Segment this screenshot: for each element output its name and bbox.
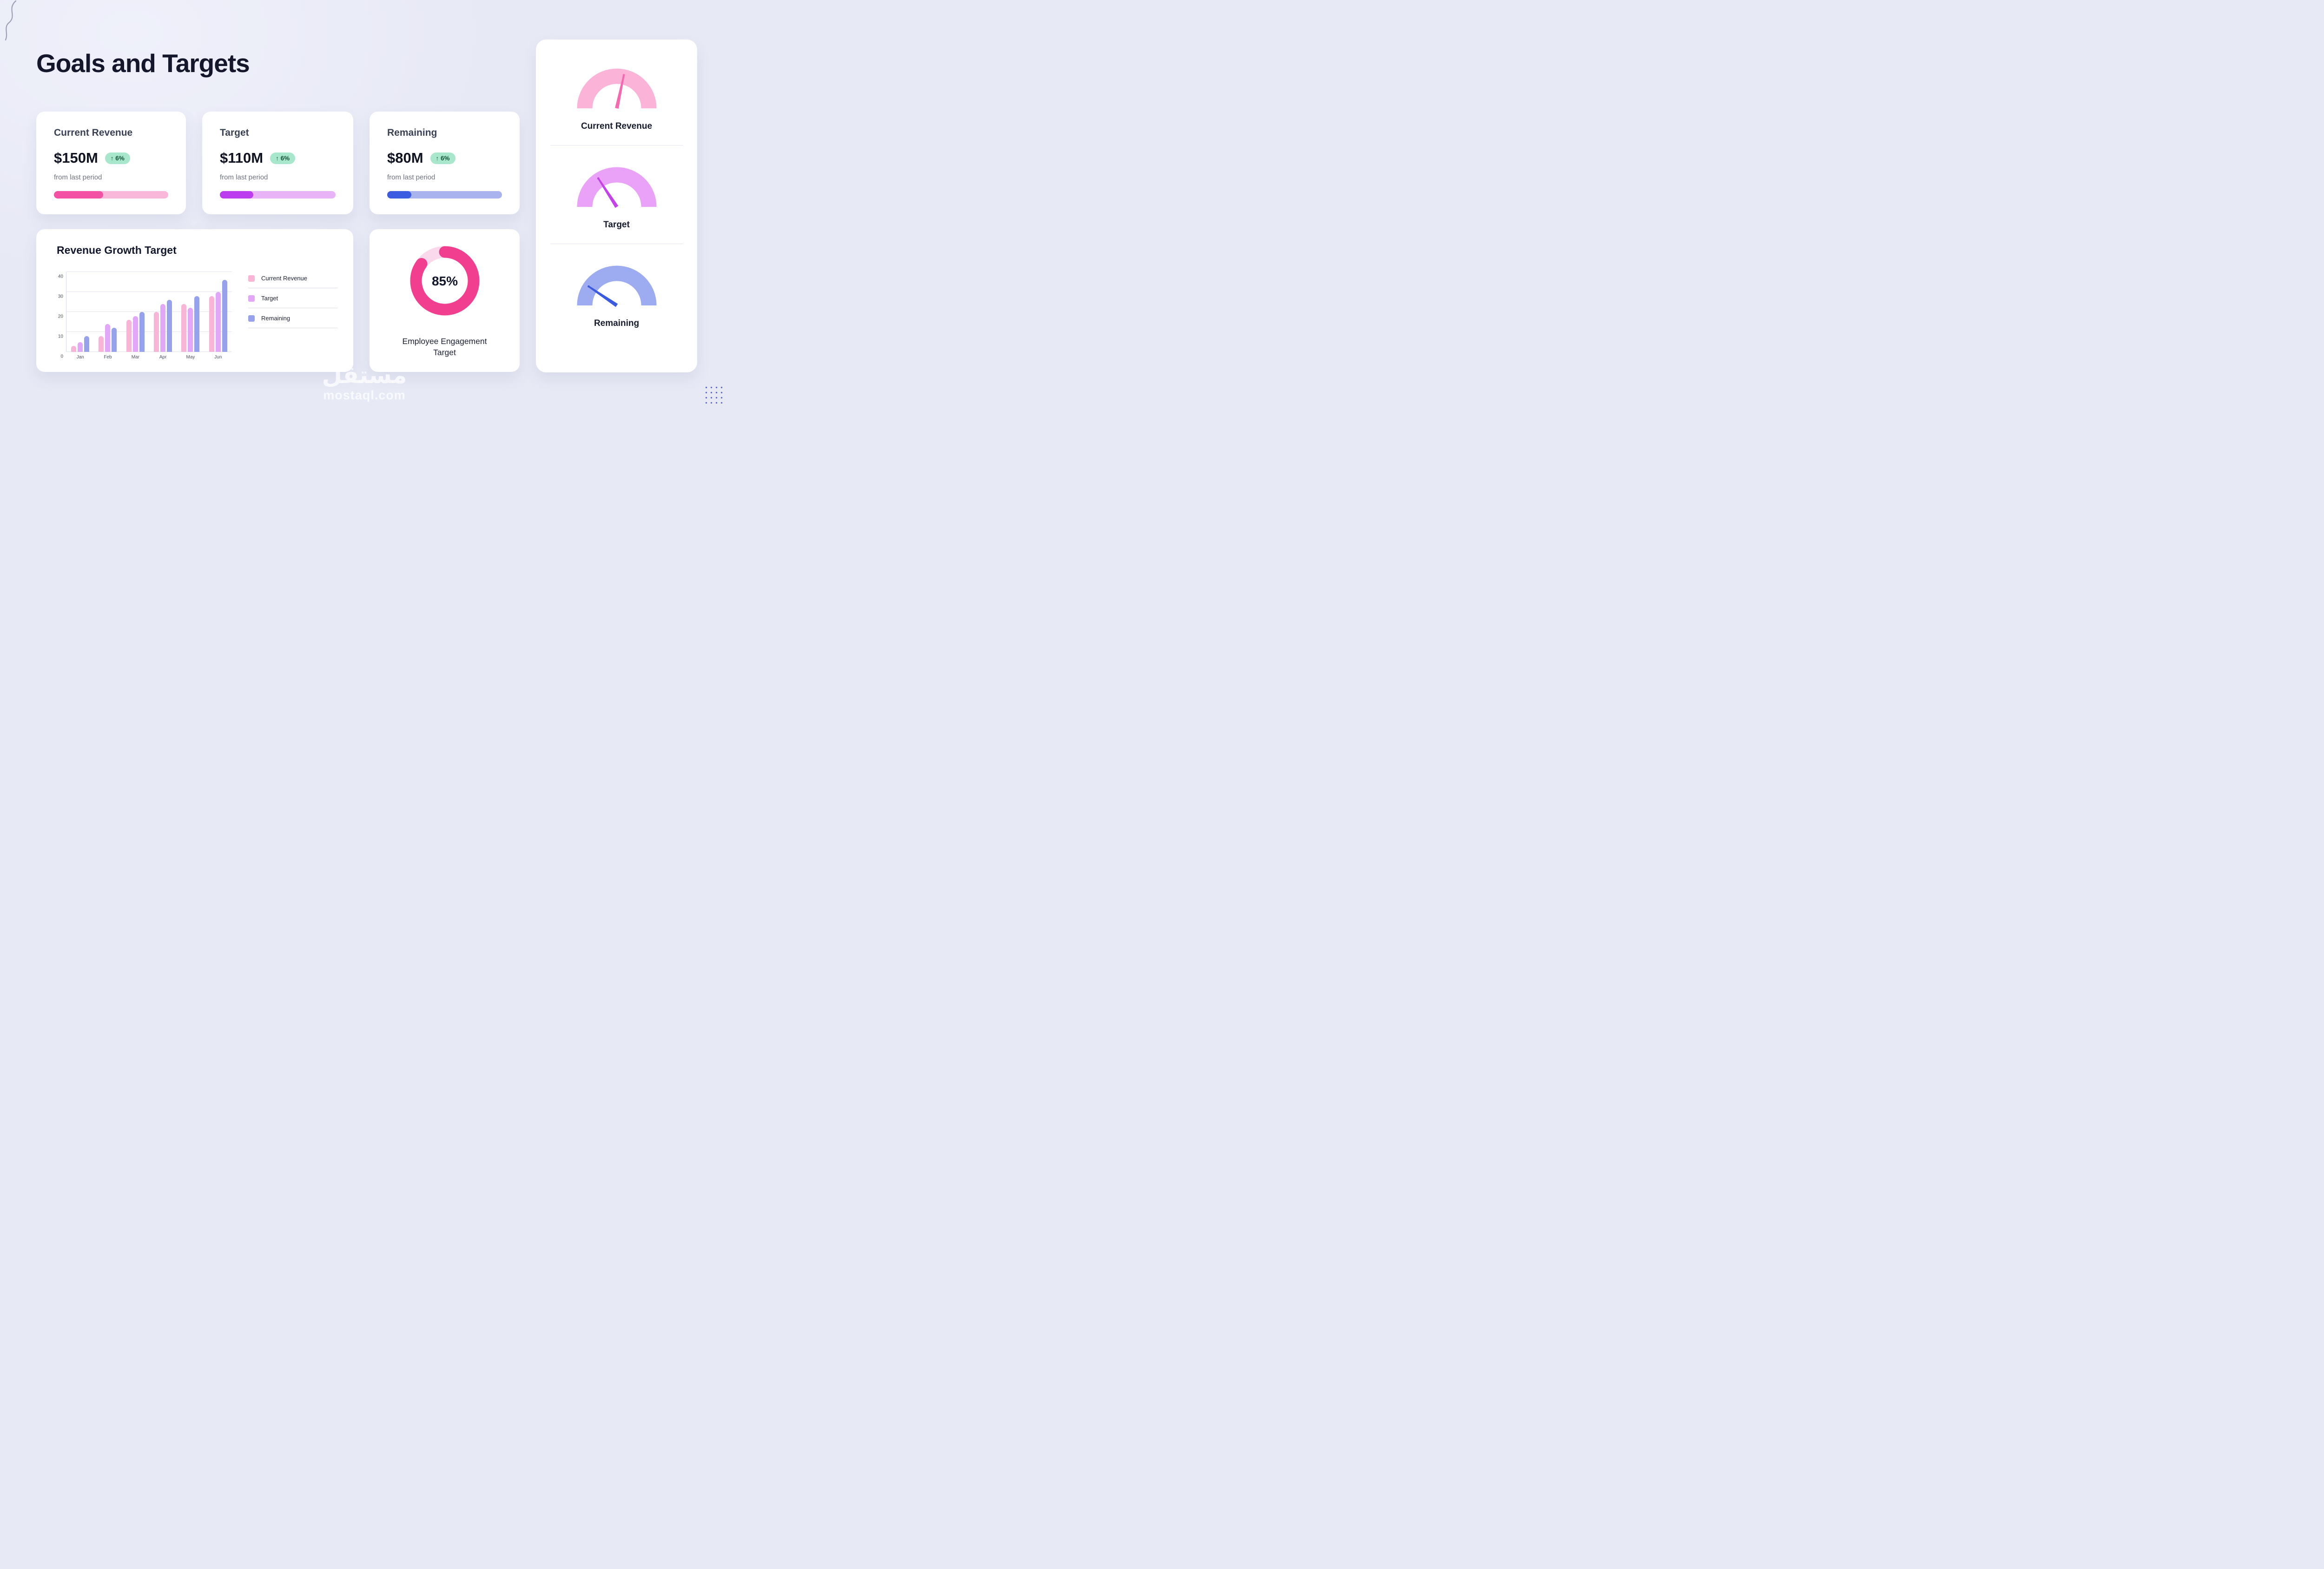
- kpi-value: $80M: [387, 150, 423, 166]
- bar-group: May: [177, 272, 204, 360]
- legend-item: Remaining: [248, 315, 337, 328]
- bar: [132, 316, 138, 352]
- gridline: 10: [58, 331, 232, 339]
- kpi-card-remaining: Remaining $80M ↑ 6% from last period: [370, 112, 520, 214]
- bar: [71, 346, 77, 352]
- kpi-title: Target: [220, 127, 249, 138]
- bar: [222, 280, 227, 352]
- progress-bar-fill: [220, 191, 254, 199]
- gauges-panel: Current Revenue Target Remaining: [536, 40, 697, 372]
- bar-group: Feb: [94, 272, 121, 360]
- kpi-change-badge: ↑ 6%: [105, 152, 130, 164]
- bar: [194, 296, 200, 352]
- progress-bar-track: [54, 191, 168, 199]
- chart-title: Revenue Growth Target: [57, 244, 177, 256]
- x-axis-label: Apr: [159, 355, 167, 360]
- y-axis-tick: 20: [58, 314, 63, 319]
- bar: [139, 312, 145, 352]
- bar: [167, 300, 172, 352]
- chart-legend: Current Revenue Target Remaining: [248, 275, 337, 335]
- bar: [215, 292, 221, 352]
- legend-item: Current Revenue: [248, 275, 337, 288]
- bar: [105, 324, 111, 352]
- legend-swatch: [248, 295, 255, 302]
- gauge-target: [577, 167, 656, 208]
- donut-chart: 85%: [410, 246, 479, 316]
- kpi-title: Current Revenue: [54, 127, 133, 138]
- bar-group: Apr: [149, 272, 177, 360]
- legend-label: Remaining: [261, 315, 290, 322]
- bar: [209, 296, 214, 352]
- dots-decoration: [704, 385, 725, 407]
- bar: [160, 304, 166, 352]
- gridline: 20: [58, 311, 232, 319]
- dashboard: Goals and Targets Current Revenue $150M …: [0, 0, 729, 410]
- squiggle-decoration: [5, 0, 17, 41]
- progress-bar-fill: [54, 191, 103, 199]
- progress-bar-track: [387, 191, 502, 199]
- bar-chart-plot: 0 10 20 30 40 Jan Feb Mar Apr May Jun: [58, 271, 232, 360]
- legend-swatch: [248, 275, 255, 282]
- bar: [126, 320, 132, 352]
- x-axis-label: Jan: [76, 355, 84, 360]
- bar: [99, 336, 104, 352]
- bar-group: Jun: [205, 272, 232, 360]
- kpi-subtitle: from last period: [220, 173, 268, 181]
- revenue-growth-chart-card: Revenue Growth Target 0 10 20 30 40 Jan Feb Mar…: [36, 229, 353, 372]
- kpi-title: Remaining: [387, 127, 437, 138]
- progress-bar-fill: [387, 191, 411, 199]
- bar: [78, 342, 83, 352]
- watermark-domain: mostaql.com: [323, 388, 406, 402]
- bar-group: Jan: [66, 272, 94, 360]
- gauge-label: Target: [603, 220, 630, 230]
- page-title: Goals and Targets: [36, 49, 250, 78]
- x-axis-label: Feb: [104, 355, 112, 360]
- gauge-current-revenue: [577, 68, 656, 109]
- gauge-remaining: [577, 265, 656, 307]
- x-axis-label: May: [186, 355, 195, 360]
- x-axis-label: Mar: [131, 355, 139, 360]
- divider: [550, 145, 683, 146]
- bar: [154, 312, 159, 352]
- legend-label: Current Revenue: [261, 275, 307, 282]
- y-axis-tick: 10: [58, 334, 63, 339]
- donut-caption: Employee Engagement Target: [402, 337, 487, 357]
- engagement-donut-card: 85% Employee Engagement Target: [370, 229, 520, 372]
- kpi-change-badge: ↑ 6%: [430, 152, 456, 164]
- kpi-card-target: Target $110M ↑ 6% from last period: [202, 112, 353, 214]
- kpi-subtitle: from last period: [54, 173, 102, 181]
- bar: [181, 304, 187, 352]
- kpi-value: $150M: [54, 150, 98, 166]
- kpi-change-badge: ↑ 6%: [270, 152, 296, 164]
- bar: [84, 336, 90, 352]
- gridline: 30: [58, 291, 232, 299]
- x-axis-label: Jun: [214, 355, 222, 360]
- bar: [112, 328, 117, 352]
- gridline: 0: [60, 351, 232, 359]
- y-axis-tick: 0: [60, 354, 63, 359]
- legend-label: Target: [261, 295, 278, 302]
- gridline: 40: [58, 271, 232, 279]
- legend-swatch: [248, 315, 255, 322]
- y-axis-tick: 40: [58, 274, 63, 279]
- donut-center-label: 85%: [431, 274, 457, 288]
- kpi-value: $110M: [220, 150, 264, 166]
- bar: [188, 308, 193, 352]
- bar-group: Mar: [122, 272, 149, 360]
- kpi-card-current-revenue: Current Revenue $150M ↑ 6% from last per…: [36, 112, 186, 214]
- gauge-label: Remaining: [594, 318, 640, 328]
- gauge-label: Current Revenue: [581, 121, 653, 131]
- kpi-subtitle: from last period: [387, 173, 436, 181]
- progress-bar-track: [220, 191, 336, 199]
- y-axis-tick: 30: [58, 294, 63, 299]
- legend-item: Target: [248, 295, 337, 308]
